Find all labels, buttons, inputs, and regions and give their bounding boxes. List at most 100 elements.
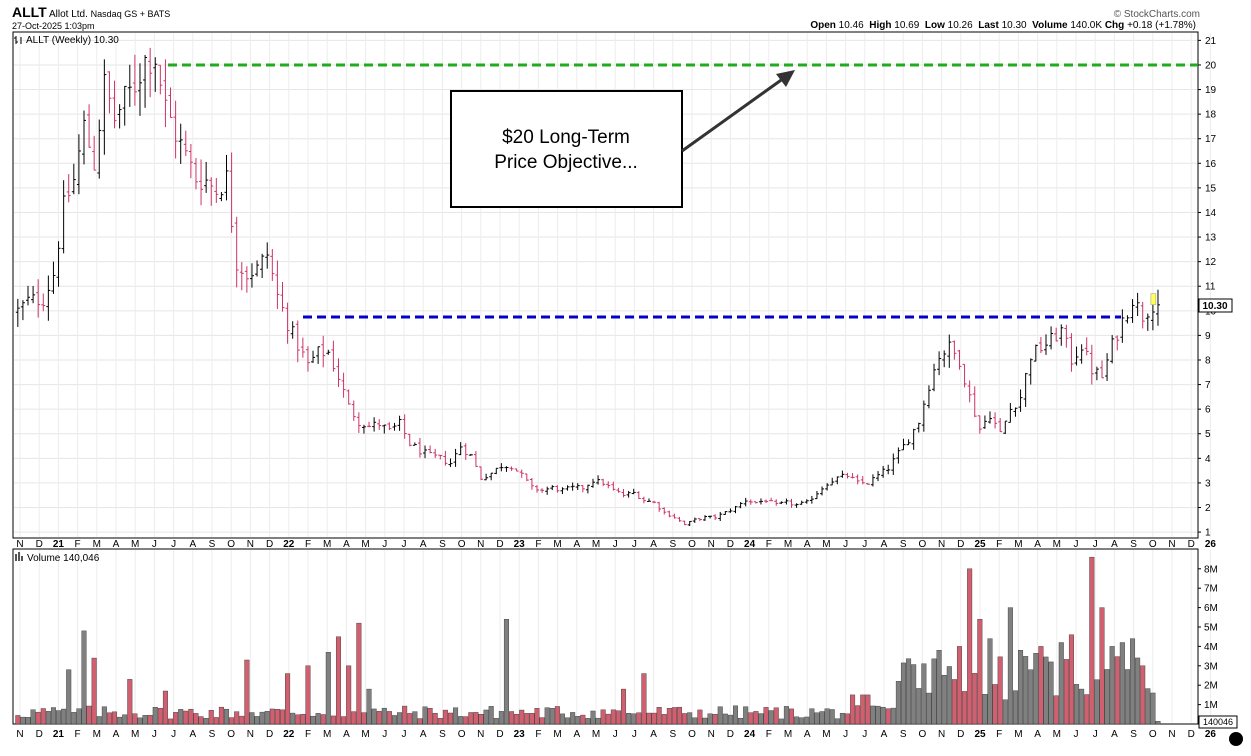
volume-bar (468, 712, 474, 725)
quote-row: Open 10.46 High 10.69 Low 10.26 Last 10.… (810, 20, 1196, 31)
volume-bar (1063, 659, 1069, 725)
time-axis-label: S (900, 539, 907, 550)
volume-axis-label: 7M (1204, 584, 1218, 595)
volume-bar (407, 713, 413, 725)
time-axis-label: A (113, 539, 120, 550)
time-axis-label: M (361, 539, 369, 550)
time-axis-label: J (613, 729, 618, 740)
volume-bar (1079, 688, 1085, 725)
time-axis-label: N (16, 539, 23, 550)
volume-bar (366, 688, 372, 725)
volume-bar (30, 709, 36, 725)
volume-bar (1028, 669, 1034, 725)
volume-bar (946, 666, 952, 725)
time-axis-label: A (420, 539, 427, 550)
volume-bar (173, 712, 179, 725)
volume-bar (157, 708, 163, 725)
volume-bar (972, 673, 978, 725)
time-axis-label: A (1111, 539, 1118, 550)
time-axis-label: N (1168, 729, 1175, 740)
last-price-marker: 10.30 (1198, 298, 1233, 313)
volume-bar (1068, 634, 1074, 725)
price-axis-label: 12 (1205, 257, 1217, 268)
volume-bar (1038, 646, 1044, 725)
time-axis-label: S (1130, 729, 1137, 740)
volume-bar (1150, 692, 1156, 725)
volume-bar (682, 713, 688, 725)
price-axis-label: 20 (1205, 60, 1217, 71)
chart-options-dot[interactable] (1229, 732, 1243, 746)
volume-bar (96, 716, 102, 725)
time-axis-label: M (131, 729, 139, 740)
time-axis-label: J (632, 539, 637, 550)
volume-bar (834, 718, 840, 725)
volume-bar (381, 707, 387, 725)
volume-bar (300, 713, 306, 725)
volume-bar (997, 656, 1003, 725)
volume-bar (1135, 657, 1141, 725)
time-axis-label: A (573, 729, 580, 740)
volume-bar (621, 688, 627, 725)
time-axis-label: N (247, 539, 254, 550)
volume-bar (844, 713, 850, 725)
time-axis-label: N (477, 539, 484, 550)
time-axis-label: A (420, 729, 427, 740)
volume-bar (1130, 638, 1136, 725)
volume-bar (335, 636, 341, 725)
time-axis-label: 26 (1205, 729, 1217, 740)
time-axis-label: J (1093, 729, 1098, 740)
volume-value: 140.0K (1070, 20, 1103, 31)
volume-bar (753, 711, 759, 725)
volume-bar (325, 652, 331, 725)
price-axis-label: 17 (1205, 134, 1217, 145)
time-axis-label: N (708, 539, 715, 550)
open-value: 10.46 (838, 20, 864, 31)
time-axis-label: 26 (1205, 539, 1217, 550)
annotation-callout: $20 Long-Term Price Objective... (450, 70, 795, 208)
volume-bar (727, 714, 733, 725)
time-axis-label: A (804, 729, 811, 740)
time-axis-label: A (1034, 729, 1041, 740)
volume-bar (203, 718, 209, 725)
time-axis-label: A (343, 729, 350, 740)
volume-bar (916, 688, 922, 725)
time-axis-label: N (1168, 539, 1175, 550)
time-axis-label: F (305, 729, 311, 740)
time-axis-label: M (93, 729, 101, 740)
volume-bar (244, 659, 250, 725)
volume-bar (855, 705, 861, 725)
volume-bar (498, 711, 504, 725)
volume-bar (758, 713, 764, 725)
time-axis-label: J (862, 729, 867, 740)
volume-bar (890, 707, 896, 725)
time-axis-label: A (650, 729, 657, 740)
annotation-line-1: $20 Long-Term (502, 127, 630, 148)
price-axis-label: 11 (1205, 282, 1216, 293)
volume-bar (733, 705, 739, 725)
volume-bar (900, 662, 906, 725)
time-axis-label: O (919, 539, 927, 550)
volume-bar (885, 708, 891, 725)
volume-bar (778, 718, 784, 725)
time-axis-label: F (996, 729, 1002, 740)
price-axis-label: 4 (1205, 454, 1211, 465)
time-axis-label: M (553, 539, 561, 550)
volume-bar (234, 711, 240, 725)
price-axis-label: 9 (1205, 331, 1211, 342)
volume-bar (397, 712, 403, 725)
time-axis-label: J (171, 539, 176, 550)
volume-bar (40, 708, 46, 725)
time-axis-label: D (36, 729, 43, 740)
time-axis-label: J (862, 539, 867, 550)
last-volume-marker: 140046 (1198, 715, 1238, 729)
volume-bar (183, 710, 189, 725)
volume-bar (35, 711, 41, 725)
volume-bar (447, 712, 453, 725)
volume-bar (346, 665, 352, 725)
volume-bar (656, 707, 662, 725)
price-axis-label: 8 (1205, 355, 1211, 366)
volume-bar (1002, 699, 1008, 725)
volume-bar (112, 711, 118, 725)
volume-bar (661, 714, 667, 725)
volume-bar (1012, 690, 1018, 725)
